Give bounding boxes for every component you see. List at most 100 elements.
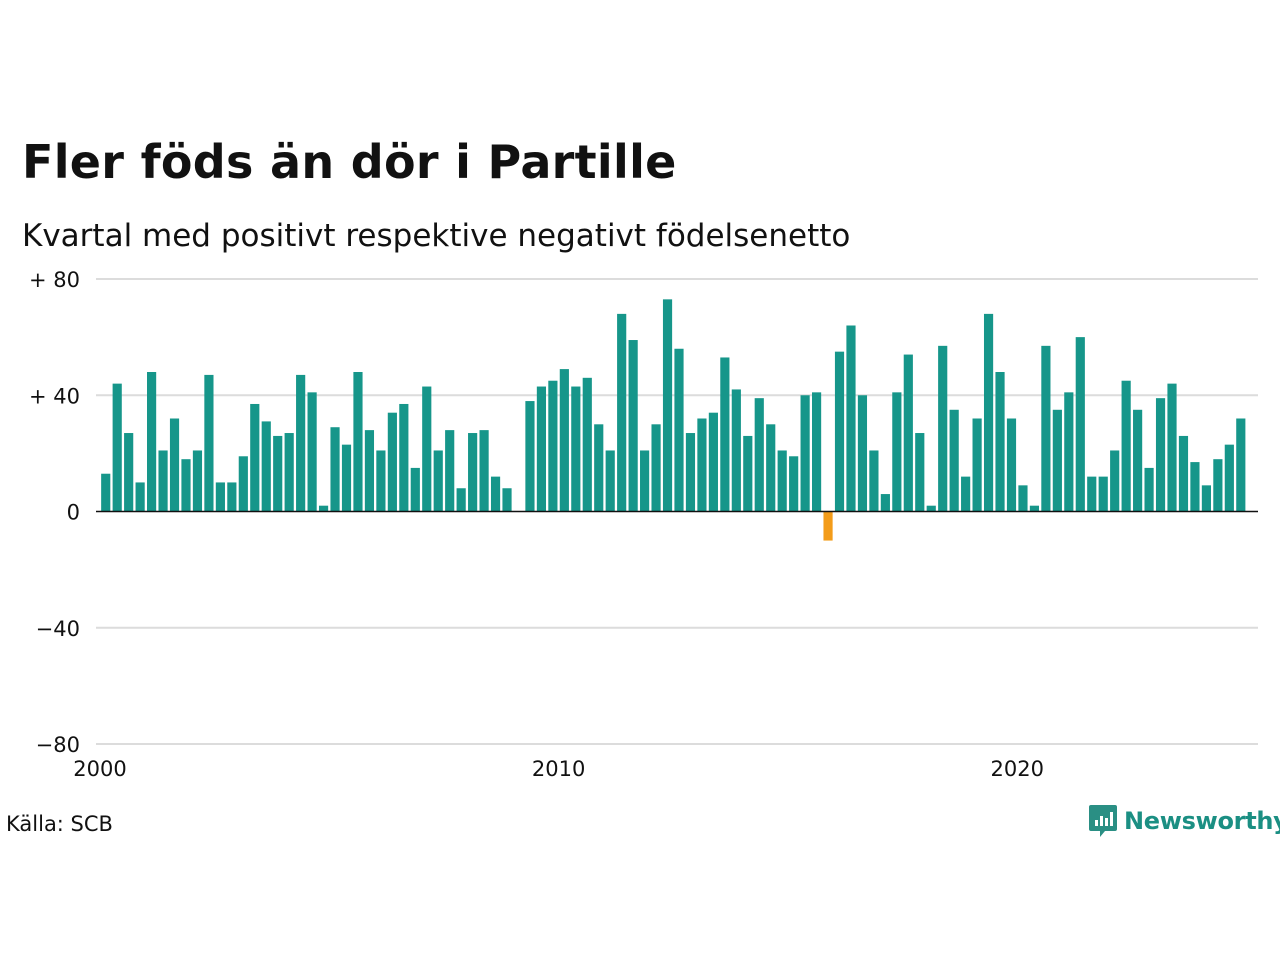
y-tick-label: −80 [36,733,80,757]
chart-subtitle: Kvartal med positivt respektive negativt… [22,218,851,254]
bar [834,351,845,512]
bar [1052,409,1062,512]
bar [582,377,592,512]
bar [743,435,753,512]
bar [708,412,718,512]
bar [525,401,535,512]
bar [1213,459,1223,512]
bar [995,372,1005,512]
bar [456,488,466,512]
bar [1133,409,1143,512]
bar [433,450,443,512]
bar [227,482,237,512]
y-tick-label: 0 [67,501,80,525]
bar [1178,435,1189,512]
bar [422,386,432,512]
bar [1018,485,1028,512]
bar [1190,462,1200,512]
bar [261,421,271,512]
bar [972,418,982,512]
bar [158,450,168,512]
bar [181,459,191,512]
bar [250,403,260,512]
x-tick-label: 2010 [532,757,585,781]
bar [147,372,157,512]
bar [983,313,994,512]
bar [490,476,501,512]
bar [330,427,340,512]
bar [387,412,397,512]
bar [204,374,214,512]
bar [296,374,306,512]
bar [479,430,489,512]
y-tick-label: −40 [36,617,80,641]
bar [1087,476,1097,512]
bar [376,450,386,512]
bar [1155,398,1166,512]
bar [124,433,134,512]
bar [1224,444,1234,512]
bar [341,444,352,512]
bar [605,450,615,512]
bar [1064,392,1074,512]
bar [445,430,455,512]
x-tick-label: 2020 [991,757,1044,781]
bar [926,505,936,512]
bar [823,511,833,541]
bar [112,383,122,512]
bar [1075,337,1085,512]
bar [502,488,512,512]
bar [617,313,627,512]
bar [284,433,294,512]
bar [720,357,730,512]
newsworthy-brand[interactable]: Newsworthy [1088,803,1280,839]
bar [961,476,971,512]
bar [1167,383,1177,512]
bar [915,433,925,512]
bar [697,418,707,512]
chart-title: Fler föds än dör i Partille [22,135,677,189]
bar [766,424,776,512]
bar [548,380,558,512]
bar [674,348,684,512]
bar [869,450,879,512]
bar [949,409,959,512]
bar-chart: + 80 + 40 0 −40 −80 2000 2010 2020 [29,268,1258,781]
bar [135,482,145,512]
brand-name: Newsworthy [1124,807,1280,835]
bar [903,354,913,512]
bar [857,395,868,512]
bar [571,386,581,512]
bar [536,386,547,512]
x-tick-label: 2000 [73,757,126,781]
bar [192,450,203,512]
bar [1006,418,1017,512]
bar [1121,380,1131,512]
bar [1201,485,1211,512]
bar [353,372,363,512]
newsworthy-logo-icon [1089,805,1117,837]
bars [101,299,1246,541]
bar [101,473,111,512]
bar [215,482,225,512]
bar [468,433,478,512]
y-tick-label: + 80 [29,268,80,292]
bar [594,424,604,512]
source-note: Källa: SCB [6,812,113,836]
bar [811,392,822,512]
bar [731,389,741,512]
bar [273,435,283,512]
bar [640,450,650,512]
bar [754,398,764,512]
bar [318,505,329,512]
bar [399,403,409,512]
bar [880,494,890,512]
bar [800,395,810,512]
bar [685,433,696,512]
bar [892,392,902,512]
bar [169,418,180,512]
bar [628,340,638,512]
bar [1041,345,1051,512]
bar [777,450,787,512]
bar [238,456,248,512]
